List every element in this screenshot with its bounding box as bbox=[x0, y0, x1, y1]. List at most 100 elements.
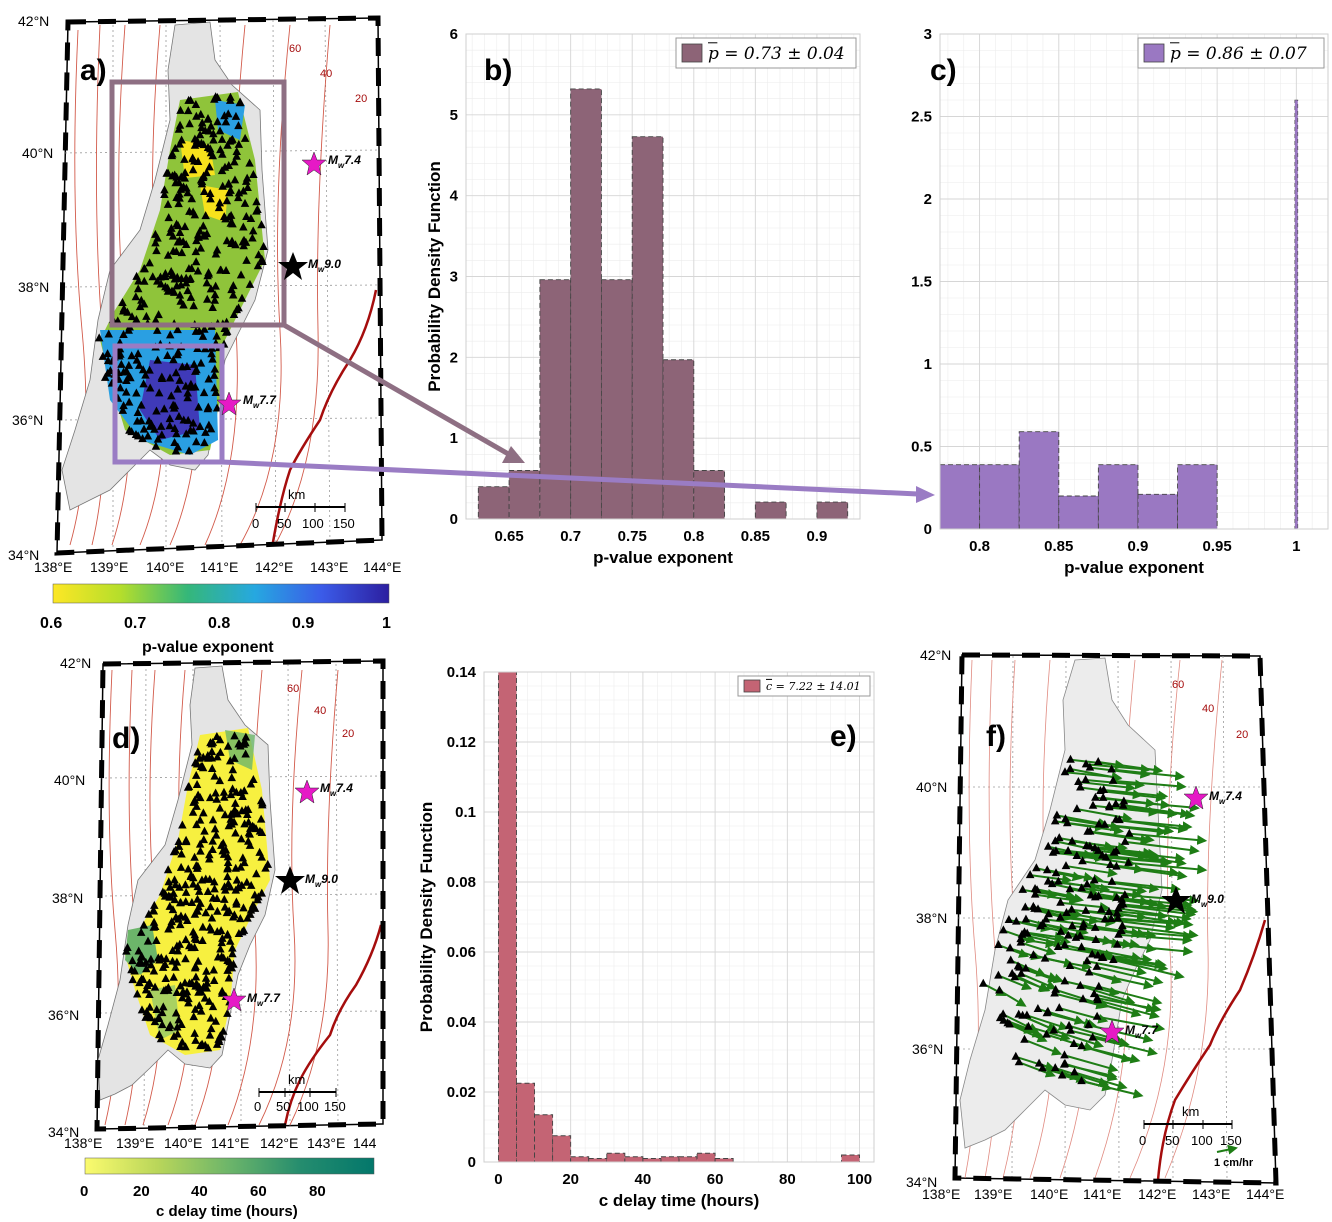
station-triangle bbox=[1106, 859, 1115, 868]
station-triangle bbox=[202, 966, 211, 975]
station-triangle bbox=[196, 109, 206, 118]
station-triangle bbox=[161, 954, 171, 963]
station-triangle bbox=[1050, 816, 1060, 825]
station-triangle bbox=[152, 935, 161, 944]
station-triangle bbox=[220, 894, 229, 903]
station-triangle bbox=[1069, 1039, 1079, 1048]
svg-text:Mw9.0: Mw9.0 bbox=[305, 872, 338, 889]
y-tick-label: 1 bbox=[924, 356, 932, 373]
histogram-bar bbox=[570, 1156, 590, 1163]
lat-label-a: 42°N bbox=[18, 13, 49, 29]
station-triangle bbox=[245, 279, 255, 288]
station-triangle bbox=[1107, 876, 1117, 885]
station-triangle bbox=[1090, 875, 1099, 884]
x-tick-label: 100 bbox=[847, 1171, 872, 1188]
y-tick-label: 0.06 bbox=[447, 944, 476, 961]
displacement-arrow bbox=[1044, 957, 1093, 971]
station-triangle bbox=[1054, 876, 1063, 885]
panel-f-map: f) 42°N 40°N 38°N 36°N 34°N 138°E 139°E … bbox=[906, 647, 1284, 1202]
station-triangle bbox=[167, 286, 177, 295]
station-triangle bbox=[1049, 1025, 1059, 1034]
station-triangle bbox=[127, 312, 137, 321]
station-triangle bbox=[186, 292, 196, 301]
station-triangle bbox=[223, 872, 232, 881]
station-triangle bbox=[183, 286, 192, 295]
station-triangle bbox=[1093, 845, 1103, 854]
displacement-arrow bbox=[1105, 856, 1173, 868]
station-triangle bbox=[239, 235, 249, 244]
y-tick-label: 0.5 bbox=[911, 439, 932, 456]
station-triangle bbox=[163, 199, 173, 208]
station-triangle bbox=[135, 302, 145, 311]
station-triangle bbox=[1042, 1029, 1051, 1038]
contour-label-a: 20 bbox=[355, 93, 367, 105]
colorbar-a: 0.6 0.7 0.8 0.9 1 p-value exponent bbox=[40, 583, 391, 656]
station-triangle bbox=[239, 222, 248, 231]
station-triangle bbox=[187, 943, 196, 952]
displacement-arrow bbox=[1060, 901, 1110, 912]
station-triangle bbox=[165, 414, 175, 423]
station-triangle bbox=[1060, 1050, 1069, 1059]
panel-a-map: a) 42°N 40°N 38°N 36°N 34°N 138°E 139°E … bbox=[8, 13, 401, 656]
station-triangle bbox=[231, 863, 240, 872]
station-triangle bbox=[180, 168, 190, 177]
station-triangle bbox=[181, 954, 190, 963]
station-triangle bbox=[181, 935, 191, 944]
svg-text:60: 60 bbox=[250, 1183, 267, 1200]
station-triangle bbox=[200, 187, 209, 196]
station-triangle bbox=[1084, 967, 1094, 976]
y-tick-label: 2 bbox=[924, 191, 932, 208]
station-triangle bbox=[221, 327, 231, 336]
station-triangle bbox=[210, 884, 219, 893]
station-triangle bbox=[1013, 961, 1023, 970]
station-triangle bbox=[156, 272, 165, 281]
station-triangle bbox=[175, 139, 185, 148]
station-triangle bbox=[174, 837, 183, 846]
station-triangle bbox=[226, 218, 236, 227]
station-triangle bbox=[1040, 953, 1050, 962]
contour-label-f: 20 bbox=[1236, 729, 1248, 741]
station-triangle bbox=[208, 815, 218, 824]
trench-line bbox=[270, 289, 378, 549]
station-triangle bbox=[174, 411, 184, 420]
station-triangle bbox=[1125, 828, 1134, 837]
station-triangle bbox=[226, 92, 235, 101]
station-triangle bbox=[113, 316, 123, 325]
svg-text:20: 20 bbox=[133, 1183, 150, 1200]
y-tick-label: 2 bbox=[450, 349, 458, 366]
station-triangle bbox=[246, 779, 256, 788]
station-triangle bbox=[1096, 904, 1106, 913]
panel-label-f: f) bbox=[986, 720, 1006, 753]
station-triangle bbox=[228, 765, 238, 774]
station-triangle bbox=[197, 1039, 207, 1048]
station-triangle bbox=[169, 888, 178, 897]
station-triangle bbox=[1078, 994, 1088, 1003]
station-triangle bbox=[1067, 836, 1077, 845]
station-triangle bbox=[139, 920, 149, 929]
station-triangle bbox=[195, 839, 205, 848]
station-triangle bbox=[152, 406, 161, 415]
station-triangle bbox=[181, 835, 191, 844]
station-triangle bbox=[195, 226, 205, 235]
station-triangle bbox=[1021, 902, 1030, 911]
station-triangle bbox=[226, 814, 235, 823]
station-triangle bbox=[1087, 949, 1097, 958]
station-triangle bbox=[165, 1020, 175, 1029]
station-triangle bbox=[135, 958, 144, 967]
station-triangle bbox=[182, 362, 192, 371]
lat-label-a: 36°N bbox=[12, 412, 43, 428]
station-triangle bbox=[1065, 884, 1075, 893]
station-triangle bbox=[1118, 800, 1128, 809]
station-triangle bbox=[201, 211, 210, 220]
colorbar-d: 0 20 40 60 80 c delay time (hours) bbox=[80, 1157, 375, 1220]
station-triangle bbox=[1081, 775, 1090, 784]
station-triangle bbox=[216, 944, 225, 953]
station-triangle bbox=[147, 419, 156, 428]
station-triangle bbox=[238, 792, 247, 801]
station-triangle bbox=[138, 434, 147, 443]
histogram-bar bbox=[714, 1158, 734, 1163]
station-triangle bbox=[240, 819, 249, 828]
histogram-c: 0.8 0.85 0.9 0.95 1 0 0.5 1 1.5 2 2.5 3 p-value expo… bbox=[911, 26, 1329, 577]
station-triangle bbox=[196, 898, 205, 907]
station-triangle bbox=[1060, 767, 1070, 776]
